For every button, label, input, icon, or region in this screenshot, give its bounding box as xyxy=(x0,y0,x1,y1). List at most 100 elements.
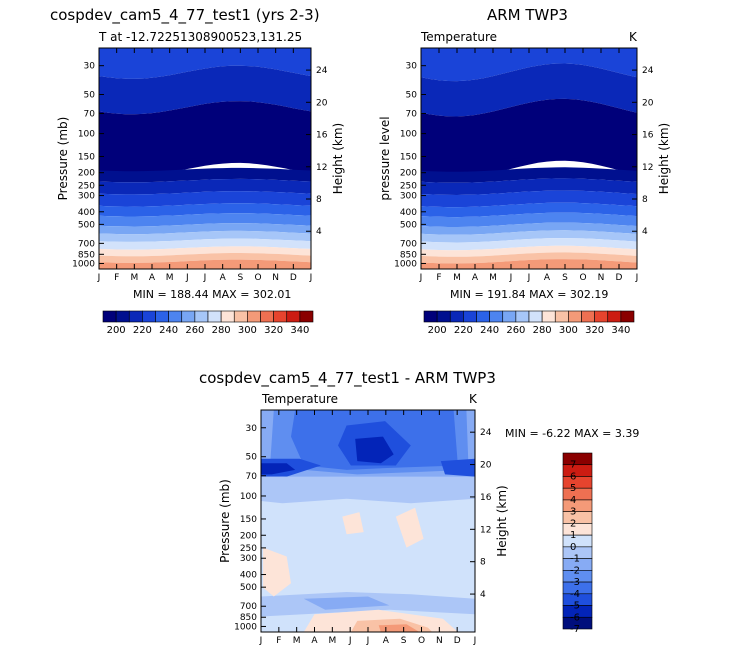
diff-colorbar-label: 1 xyxy=(570,530,576,541)
diff-xtick-label: S xyxy=(401,636,407,646)
model-xtick-label: J xyxy=(97,273,101,283)
obs-contour-band xyxy=(421,202,637,218)
obs-colorbar-swatch xyxy=(594,310,609,323)
diff-contour-region xyxy=(440,458,475,477)
obs-xtick-label: M xyxy=(453,273,461,283)
diff-colorbar-label: -4 xyxy=(570,589,580,600)
diff-colorbar-label: 6 xyxy=(570,471,576,482)
diff-colorbar-label: -1 xyxy=(570,554,580,565)
model-ytick-label: 700 xyxy=(78,239,95,249)
diff-colorbar-swatch xyxy=(562,511,593,524)
model-colorbar-swatch xyxy=(155,310,169,323)
obs-colorbar-swatch xyxy=(463,310,477,323)
model-ytick-label: 100 xyxy=(78,130,95,140)
obs-colorbar-label: 320 xyxy=(585,325,604,336)
diff-xtick-label: J xyxy=(473,636,477,646)
model-ytick-label: 1000 xyxy=(72,259,95,269)
diff-colorbar-label: 5 xyxy=(570,483,576,494)
diff-xtick-label: O xyxy=(418,636,425,646)
obs-colorbar-swatch xyxy=(581,310,595,323)
model-colorbar-swatch xyxy=(115,310,130,323)
model-xtick-label: J xyxy=(185,273,189,283)
obs-ytick-label: 250 xyxy=(400,181,417,191)
model-contour-band xyxy=(99,65,311,115)
model-ytick-label: 500 xyxy=(78,220,95,230)
obs-y2tick-label: 20 xyxy=(642,98,654,108)
diff-ytick-label: 150 xyxy=(240,515,257,525)
model-colorbar-label: 200 xyxy=(107,325,126,336)
model-ylabel: Pressure (mb) xyxy=(56,117,70,201)
model-panel-subtitle: T at -12.72251308900523,131.25 xyxy=(99,30,303,44)
diff-xtick-label: N xyxy=(436,636,443,646)
model-xtick-label: M xyxy=(166,273,174,283)
obs-colorbar-label: 280 xyxy=(533,325,552,336)
obs-ytick-label: 850 xyxy=(400,250,417,260)
diff-ytick-label: 100 xyxy=(240,492,257,502)
obs-colorbar-swatch xyxy=(489,310,504,323)
diff-colorbar-label: -6 xyxy=(570,612,580,623)
model-xtick-label: A xyxy=(220,273,227,283)
obs-xtick-label: S xyxy=(562,273,568,283)
obs-colorbar-swatch xyxy=(554,310,569,323)
obs-ytick-label: 700 xyxy=(400,239,417,249)
model-colorbar-label: 260 xyxy=(185,325,204,336)
model-colorbar-label: 340 xyxy=(290,325,309,336)
model-y2tick-label: 8 xyxy=(316,195,322,205)
model-contour-band xyxy=(99,230,311,242)
model-colorbar-swatch xyxy=(102,310,117,323)
obs-ytick-label: 1000 xyxy=(394,259,417,269)
model-xtick-label: D xyxy=(290,273,297,283)
obs-contour-band xyxy=(421,230,637,243)
model-colorbar-swatch xyxy=(181,310,196,323)
diff-colorbar-label: -2 xyxy=(570,565,580,576)
diff-colorbar-swatch xyxy=(562,487,593,501)
obs-contour-band xyxy=(421,63,637,117)
obs-ytick-label: 400 xyxy=(400,208,417,218)
model-colorbar-label: 300 xyxy=(238,325,257,336)
obs-colorbar-swatch xyxy=(620,310,635,323)
diff-y2tick-label: 4 xyxy=(480,590,486,600)
obs-xtick-label: J xyxy=(509,273,513,283)
model-ytick-label: 50 xyxy=(84,90,96,100)
model-ytick-label: 850 xyxy=(78,250,95,260)
diff-ytick-label: 400 xyxy=(240,571,257,581)
model-colorbar-swatch xyxy=(286,310,301,323)
model-xtick-label: J xyxy=(203,273,207,283)
obs-colorbar-swatch xyxy=(541,310,556,323)
model-contour-band xyxy=(99,246,311,257)
obs-colorbar-swatch xyxy=(436,310,451,323)
diff-contour-region xyxy=(261,476,475,504)
diff-ytick-label: 250 xyxy=(240,544,257,554)
model-colorbar-label: 240 xyxy=(159,325,178,336)
diff-y2tick-label: 20 xyxy=(480,461,492,471)
diff-xtick-label: J xyxy=(366,636,370,646)
model-xtick-label: N xyxy=(272,273,279,283)
diff-contour-region xyxy=(303,596,390,610)
obs-panel-units: K xyxy=(629,30,637,44)
model-contour-band xyxy=(99,191,311,207)
obs-xtick-label: N xyxy=(598,273,605,283)
obs-ytick-label: 150 xyxy=(400,152,417,162)
diff-y2tick-label: 8 xyxy=(480,558,486,568)
obs-y2tick-label: 12 xyxy=(642,163,653,173)
obs-xtick-label: F xyxy=(436,273,441,283)
diff-ytick-label: 70 xyxy=(246,472,258,482)
diff-contour-region xyxy=(342,512,364,535)
obs-xtick-label: A xyxy=(544,273,551,283)
diff-y2tick-label: 24 xyxy=(480,428,492,438)
obs-ytick-label: 50 xyxy=(406,90,418,100)
model-contour-band xyxy=(99,178,311,195)
obs-colorbar-swatch xyxy=(568,310,582,323)
model-y2tick-label: 20 xyxy=(316,98,328,108)
model-xtick-label: S xyxy=(237,273,243,283)
diff-colorbar-swatch xyxy=(562,499,593,512)
model-xtick-label: O xyxy=(254,273,261,283)
obs-ytick-label: 500 xyxy=(400,220,417,230)
diff-xtick-label: A xyxy=(383,636,390,646)
obs-y2tick-label: 24 xyxy=(642,66,654,76)
model-contour-band xyxy=(99,238,311,250)
obs-colorbar-swatch xyxy=(607,310,622,323)
obs-colorbar-label: 200 xyxy=(428,325,447,336)
obs-xtick-label: O xyxy=(579,273,586,283)
model-y2label: Height (km) xyxy=(331,123,345,194)
